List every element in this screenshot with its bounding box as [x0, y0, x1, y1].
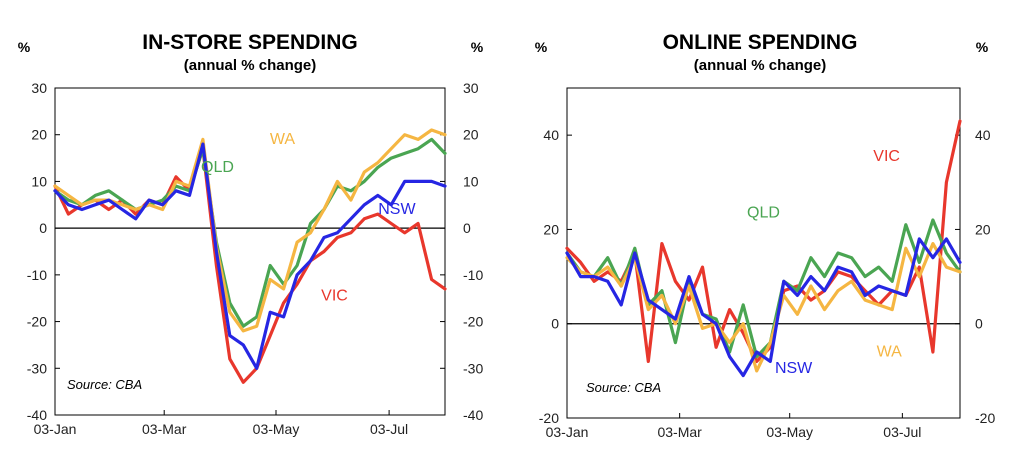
x-tick-label: 03-Jan — [34, 421, 77, 437]
y-tick-label-left: -40 — [27, 407, 47, 423]
series-line-nsw — [565, 237, 962, 378]
series-label-wa: WA — [877, 344, 903, 361]
chart-title: IN-STORE SPENDING — [142, 31, 357, 54]
y-tick-label-right: -40 — [463, 407, 483, 423]
y-tick-label-right: 40 — [975, 127, 991, 143]
source-note: Source: CBA — [586, 380, 661, 395]
x-tick-label: 03-Jan — [546, 424, 589, 440]
series-label-nsw: NSW — [378, 201, 416, 218]
y-tick-label-right: -20 — [463, 314, 483, 330]
x-tick-label: 03-Jul — [883, 424, 921, 440]
series-label-vic: VIC — [873, 148, 900, 165]
y-tick-label-right: -20 — [975, 410, 995, 426]
left-axis-unit: % — [535, 39, 548, 55]
y-tick-label-right: -30 — [463, 360, 483, 376]
plot-frame — [566, 87, 961, 419]
y-tick-label-left: 10 — [31, 173, 47, 189]
y-tick-label-left: -10 — [27, 267, 47, 283]
series-line-qld — [53, 137, 447, 328]
y-tick-label-left: 30 — [31, 80, 47, 96]
y-tick-label-left: 40 — [543, 127, 559, 143]
y-tick-label-left: 0 — [39, 220, 47, 236]
y-tick-label-right: 10 — [463, 173, 479, 189]
plot-frame — [54, 87, 446, 416]
x-tick-label: 03-May — [253, 421, 300, 437]
x-tick-label: 03-Mar — [657, 424, 702, 440]
series-line-vic — [53, 147, 447, 384]
y-tick-label-left: -20 — [27, 314, 47, 330]
right-axis-unit: % — [976, 39, 989, 55]
series-label-qld: QLD — [747, 205, 780, 222]
series-label-nsw: NSW — [775, 360, 813, 377]
series-line-nsw — [53, 142, 447, 370]
y-tick-label-left: -20 — [539, 410, 559, 426]
chart-subtitle: (annual % change) — [184, 57, 317, 74]
y-tick-label-right: -10 — [463, 267, 483, 283]
online-chart: ONLINE SPENDING (annual % change) % % So… — [535, 31, 996, 440]
chart-title: ONLINE SPENDING — [663, 31, 858, 54]
series-label-qld: QLD — [201, 159, 234, 176]
right-axis-unit: % — [471, 39, 484, 55]
series-label-wa: WA — [270, 131, 296, 148]
y-tick-label-left: -30 — [27, 360, 47, 376]
x-tick-label: 03-May — [766, 424, 813, 440]
series-label-vic: VIC — [321, 288, 348, 305]
left-axis-unit: % — [18, 39, 31, 55]
y-tick-label-right: 0 — [463, 220, 471, 236]
y-tick-label-right: 20 — [463, 127, 479, 143]
y-tick-label-left: 20 — [31, 127, 47, 143]
y-tick-label-right: 0 — [975, 316, 983, 332]
y-tick-label-right: 20 — [975, 221, 991, 237]
source-note: Source: CBA — [67, 377, 142, 392]
y-tick-label-right: 30 — [463, 80, 479, 96]
y-tick-label-left: 20 — [543, 221, 559, 237]
y-tick-label-left: 0 — [551, 316, 559, 332]
series-line-qld — [565, 218, 962, 359]
x-tick-label: 03-Jul — [370, 421, 408, 437]
series-line-wa — [53, 128, 447, 333]
x-tick-label: 03-Mar — [142, 421, 187, 437]
chart-subtitle: (annual % change) — [694, 57, 827, 74]
in-store-chart: IN-STORE SPENDING (annual % change) % % … — [18, 31, 484, 437]
